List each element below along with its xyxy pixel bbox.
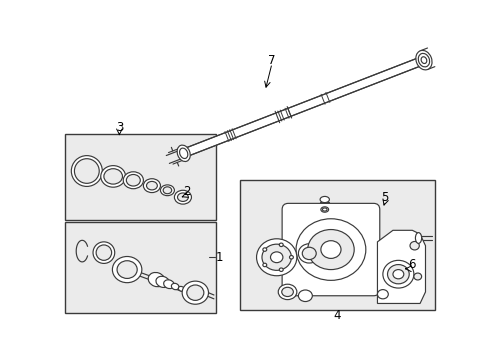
Ellipse shape xyxy=(182,281,209,304)
Ellipse shape xyxy=(290,256,294,259)
Ellipse shape xyxy=(123,172,144,189)
Ellipse shape xyxy=(421,57,427,63)
Ellipse shape xyxy=(147,181,157,190)
Ellipse shape xyxy=(74,159,99,183)
Ellipse shape xyxy=(117,261,137,278)
Ellipse shape xyxy=(160,185,174,195)
Ellipse shape xyxy=(321,241,341,258)
Text: 7: 7 xyxy=(269,54,276,67)
Ellipse shape xyxy=(320,197,329,203)
Ellipse shape xyxy=(163,187,172,194)
Polygon shape xyxy=(377,230,425,303)
Ellipse shape xyxy=(393,270,404,279)
Text: 5: 5 xyxy=(382,191,389,204)
Ellipse shape xyxy=(279,268,283,271)
Ellipse shape xyxy=(263,263,267,267)
Text: 2: 2 xyxy=(183,185,191,198)
Ellipse shape xyxy=(263,248,267,251)
Ellipse shape xyxy=(126,175,140,186)
Ellipse shape xyxy=(187,285,204,300)
Polygon shape xyxy=(182,56,425,157)
Ellipse shape xyxy=(172,283,179,290)
Ellipse shape xyxy=(416,233,421,243)
Text: 4: 4 xyxy=(333,309,341,321)
Ellipse shape xyxy=(270,252,283,263)
Ellipse shape xyxy=(302,247,316,260)
Ellipse shape xyxy=(416,50,432,70)
Ellipse shape xyxy=(112,256,142,283)
Ellipse shape xyxy=(308,230,354,270)
Ellipse shape xyxy=(321,207,329,212)
Ellipse shape xyxy=(279,243,283,247)
Ellipse shape xyxy=(383,260,414,288)
Ellipse shape xyxy=(156,276,170,288)
Ellipse shape xyxy=(164,280,174,289)
Ellipse shape xyxy=(177,145,190,162)
Ellipse shape xyxy=(101,166,125,187)
Text: 1: 1 xyxy=(216,251,223,264)
Ellipse shape xyxy=(298,244,320,263)
Ellipse shape xyxy=(410,242,419,250)
FancyBboxPatch shape xyxy=(282,203,380,296)
Text: 3: 3 xyxy=(116,121,123,134)
Ellipse shape xyxy=(257,239,297,276)
Ellipse shape xyxy=(298,290,312,302)
Ellipse shape xyxy=(93,242,115,264)
Text: 6: 6 xyxy=(408,258,416,271)
Ellipse shape xyxy=(96,245,112,260)
Ellipse shape xyxy=(104,169,122,184)
Ellipse shape xyxy=(322,208,327,211)
Bar xyxy=(240,180,435,310)
Ellipse shape xyxy=(144,179,160,193)
Ellipse shape xyxy=(180,148,188,158)
Ellipse shape xyxy=(418,53,430,67)
Ellipse shape xyxy=(72,156,102,186)
Ellipse shape xyxy=(177,193,188,202)
Ellipse shape xyxy=(174,190,192,204)
Bar xyxy=(65,222,216,313)
Bar xyxy=(65,134,216,220)
Ellipse shape xyxy=(148,273,165,287)
Ellipse shape xyxy=(282,287,294,297)
Ellipse shape xyxy=(278,284,297,300)
Ellipse shape xyxy=(296,219,366,280)
Ellipse shape xyxy=(262,244,292,270)
Ellipse shape xyxy=(414,273,421,280)
Ellipse shape xyxy=(388,265,409,284)
Ellipse shape xyxy=(377,289,388,299)
Ellipse shape xyxy=(178,287,184,291)
